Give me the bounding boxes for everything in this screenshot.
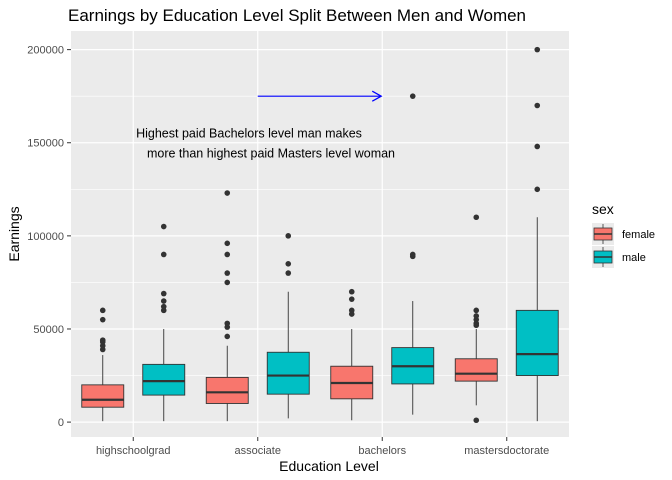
outlier-point (534, 46, 541, 53)
legend-label-male: male (622, 252, 646, 264)
box-body (205, 376, 249, 404)
annotation-arrow-head (371, 90, 383, 102)
outlier-point (99, 316, 106, 323)
box-male-associate (266, 233, 310, 419)
box-female-associate (205, 190, 249, 422)
grid-major (71, 31, 569, 437)
box-body (81, 384, 125, 408)
outlier-point (534, 186, 541, 193)
x-tick-label: bachelors (358, 445, 406, 457)
annotation-line-2: more than highest paid Masters level wom… (147, 147, 395, 161)
outlier-point (160, 251, 167, 258)
outlier-point (160, 303, 167, 310)
outlier-point (473, 214, 480, 221)
outlier-point (348, 307, 355, 314)
outlier-point (473, 417, 480, 424)
y-axis-title: Earnings (6, 206, 22, 261)
box-male-highschoolgrad (142, 223, 186, 422)
annotation-line-1: Highest paid Bachelors level man makes (136, 127, 362, 141)
outlier-point (348, 296, 355, 302)
legend-title: sex (592, 201, 614, 217)
outlier-point (160, 223, 167, 230)
outlier-point (224, 333, 231, 340)
box-female-mastersdoctorate (454, 214, 498, 424)
outlier-point (473, 307, 480, 314)
box-body (266, 351, 310, 395)
boxplots (81, 46, 559, 424)
outlier-point (224, 320, 231, 327)
outlier-point (534, 143, 541, 150)
outlier-point (473, 313, 480, 319)
chart-title: Earnings by Education Level Split Betwee… (68, 6, 526, 25)
legend-item-female: female (592, 223, 655, 245)
box-female-bachelors (330, 288, 374, 421)
x-axis: highschoolgrad associate bachelors mastersd… (96, 437, 549, 457)
y-axis: 0 50000 100000 150000 200000 (27, 45, 71, 429)
y-tick-label: 0 (58, 417, 64, 429)
box-male-mastersdoctorate (515, 46, 559, 422)
outlier-point (160, 290, 167, 297)
outlier-point (224, 190, 231, 196)
x-tick-label: associate (235, 445, 281, 457)
outlier-point (409, 251, 416, 258)
outlier-point (224, 251, 231, 258)
x-tick-label: highschoolgrad (96, 445, 171, 457)
y-tick-label: 100000 (27, 231, 64, 243)
legend-label-female: female (622, 229, 655, 241)
outlier-point (285, 270, 292, 276)
legend-item-male: male (592, 246, 646, 268)
outlier-point (224, 240, 231, 247)
outlier-point (409, 93, 416, 99)
outlier-point (534, 102, 541, 109)
outlier-point (285, 233, 292, 239)
outlier-point (99, 307, 106, 314)
annotation: Highest paid Bachelors level man makes m… (136, 90, 395, 161)
y-tick-label: 200000 (27, 45, 64, 57)
outlier-point (348, 288, 355, 295)
y-tick-label: 50000 (33, 324, 64, 336)
box-female-highschoolgrad (81, 307, 125, 422)
box-male-bachelors (391, 93, 435, 415)
outlier-point (224, 279, 231, 286)
box-body (515, 309, 559, 376)
x-tick-label: mastersdoctorate (464, 445, 549, 457)
outlier-point (285, 260, 292, 267)
outlier-point (99, 337, 106, 343)
legend: sex female male (592, 201, 655, 268)
y-tick-label: 150000 (27, 138, 64, 150)
outlier-point (160, 298, 167, 304)
box-body (142, 363, 186, 396)
box-body (454, 358, 498, 382)
outlier-point (224, 270, 231, 276)
x-axis-title: Education Level (279, 458, 379, 474)
